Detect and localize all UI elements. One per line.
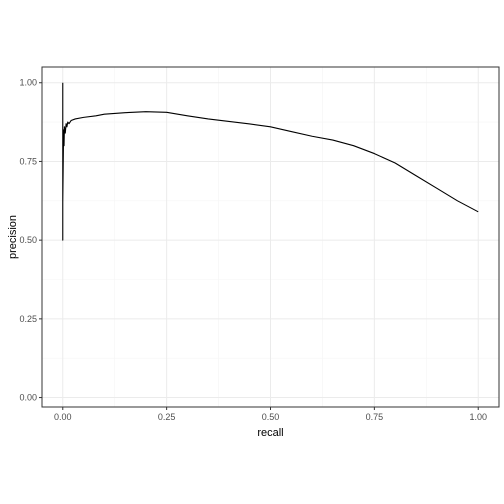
precision-recall-line <box>62 82 479 241</box>
y-tick-label: 1.00 <box>19 78 37 88</box>
x-tick-label: 0.50 <box>262 412 280 422</box>
x-tick-label: 0.00 <box>54 412 72 422</box>
major-gridlines <box>42 67 499 407</box>
y-tick-label: 0.75 <box>19 156 37 166</box>
y-axis-ticks: 0.00 0.25 0.50 0.75 1.00 <box>19 78 42 403</box>
x-axis-title: recall <box>257 427 283 439</box>
y-axis-title: precision <box>7 215 19 259</box>
y-tick-label: 0.25 <box>19 314 37 324</box>
x-tick-label: 0.25 <box>158 412 176 422</box>
x-axis-ticks: 0.00 0.25 0.50 0.75 1.00 <box>54 407 487 422</box>
y-tick-label: 0.50 <box>19 235 37 245</box>
y-tick-label: 0.00 <box>19 393 37 403</box>
x-tick-label: 0.75 <box>366 412 384 422</box>
x-tick-label: 1.00 <box>469 412 487 422</box>
